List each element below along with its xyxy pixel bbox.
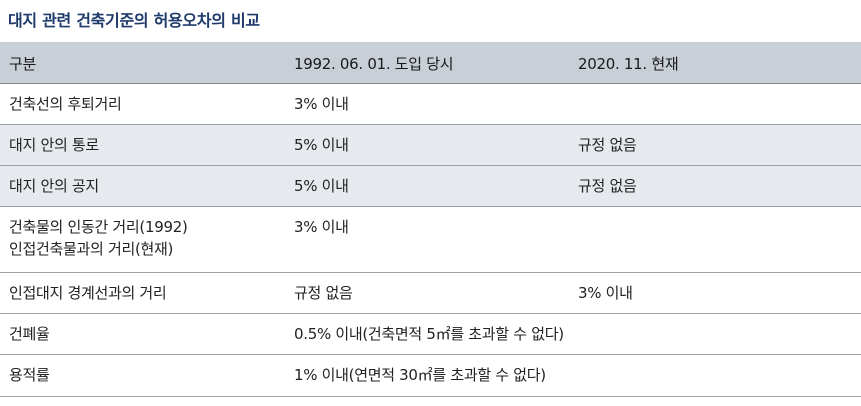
header-category: 구분 bbox=[9, 55, 37, 73]
table-header-row: 구분 1992. 06. 01. 도입 당시 2020. 11. 현재 bbox=[0, 42, 861, 84]
row-label: 건축물의 인동간 거리(1992) 인접건축물과의 거리(현재) bbox=[0, 207, 290, 272]
page-title: 대지 관련 건축기준의 허용오차의 비교 bbox=[8, 11, 260, 30]
row-label: 대지 안의 공지 bbox=[9, 177, 99, 195]
row-2020-value: 규정 없음 bbox=[578, 136, 637, 154]
row-1992-value: 5% 이내 bbox=[294, 136, 349, 154]
table-row: 건폐율 0.5% 이내(건축면적 5㎡를 초과할 수 없다) bbox=[0, 314, 861, 355]
header-1992: 1992. 06. 01. 도입 당시 bbox=[294, 55, 454, 73]
row-1992-value: 규정 없음 bbox=[294, 284, 353, 302]
table-row: 건축물의 인동간 거리(1992) 인접건축물과의 거리(현재) 3% 이내 bbox=[0, 207, 861, 273]
header-2020: 2020. 11. 현재 bbox=[578, 55, 679, 73]
row-label: 인접대지 경계선과의 거리 bbox=[9, 284, 167, 302]
row-merged-value: 1% 이내(연면적 30㎡를 초과할 수 없다) bbox=[294, 366, 546, 384]
row-label-line: 인접건축물과의 거리(현재) bbox=[9, 240, 174, 258]
table-row: 대지 안의 통로 5% 이내 규정 없음 bbox=[0, 125, 861, 166]
row-2020-value bbox=[574, 84, 861, 124]
row-label: 건폐율 bbox=[9, 325, 50, 343]
row-2020-value: 3% 이내 bbox=[578, 284, 633, 302]
row-2020-value bbox=[574, 207, 861, 272]
table-row: 인접대지 경계선과의 거리 규정 없음 3% 이내 bbox=[0, 273, 861, 314]
row-label: 대지 안의 통로 bbox=[9, 136, 99, 154]
row-label: 용적률 bbox=[9, 366, 50, 384]
table-row: 대지 안의 공지 5% 이내 규정 없음 bbox=[0, 166, 861, 207]
row-2020-value: 규정 없음 bbox=[578, 177, 637, 195]
table-row: 건축선의 후퇴거리 3% 이내 bbox=[0, 84, 861, 125]
row-1992-value: 3% 이내 bbox=[294, 218, 349, 236]
comparison-table: 구분 1992. 06. 01. 도입 당시 2020. 11. 현재 건축선의… bbox=[0, 42, 861, 397]
table-row: 용적률 1% 이내(연면적 30㎡를 초과할 수 없다) bbox=[0, 355, 861, 397]
row-label: 건축선의 후퇴거리 bbox=[9, 95, 122, 113]
row-1992-value: 3% 이내 bbox=[294, 95, 349, 113]
row-merged-value: 0.5% 이내(건축면적 5㎡를 초과할 수 없다) bbox=[294, 325, 564, 343]
row-1992-value: 5% 이내 bbox=[294, 177, 349, 195]
row-label-line: 건축물의 인동간 거리(1992) bbox=[9, 218, 188, 236]
